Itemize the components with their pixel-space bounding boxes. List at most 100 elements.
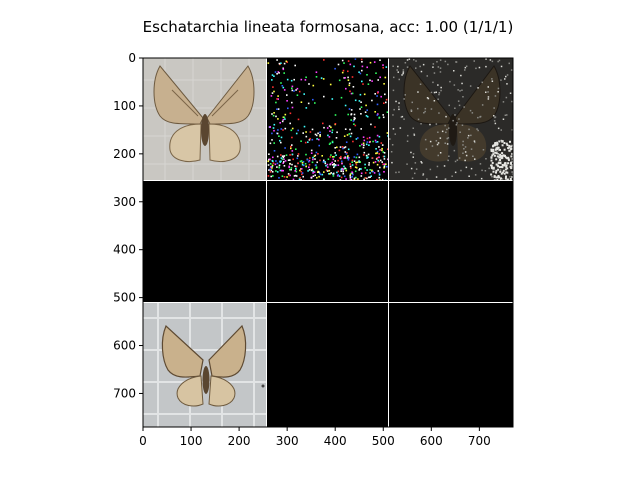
speckle — [306, 158, 309, 161]
speckle — [417, 91, 419, 93]
speckle — [337, 174, 339, 176]
speckle — [293, 78, 295, 81]
speckle — [336, 171, 338, 174]
speckle — [280, 128, 283, 130]
speckle — [284, 113, 287, 116]
speckle — [440, 86, 442, 89]
speckle — [357, 137, 359, 139]
speckle — [376, 150, 379, 153]
speckle — [289, 122, 291, 125]
speckle — [506, 144, 509, 147]
tile-moth-photo-bottom — [143, 303, 266, 427]
speckle — [323, 95, 325, 98]
speckle — [295, 170, 298, 173]
speckle — [399, 127, 402, 129]
speckle — [374, 111, 376, 113]
speckle — [282, 169, 284, 172]
speckle — [467, 137, 469, 139]
speckle — [304, 141, 307, 144]
speckle — [494, 143, 497, 146]
speckle — [410, 167, 413, 170]
speckle — [271, 164, 274, 167]
speckle — [300, 101, 303, 103]
speckle — [413, 133, 415, 135]
speckle — [447, 137, 450, 139]
speckle — [444, 178, 447, 180]
speckle — [366, 74, 368, 76]
speckle — [354, 58, 357, 60]
speckle — [286, 94, 288, 96]
speckle — [347, 70, 349, 73]
speckle — [500, 172, 503, 175]
speckle — [335, 154, 337, 156]
speckle — [460, 169, 462, 172]
speckle — [300, 170, 303, 173]
speckle — [291, 89, 294, 92]
speckle — [459, 90, 461, 92]
speckle — [362, 146, 365, 149]
speckle — [278, 135, 280, 137]
speckle — [375, 141, 377, 143]
speckle — [343, 62, 345, 64]
speckle — [295, 168, 297, 171]
speckle — [444, 124, 446, 127]
speckle — [268, 158, 270, 161]
speckle — [493, 154, 496, 157]
speckle — [421, 162, 423, 164]
speckle — [448, 155, 450, 157]
speckle — [344, 151, 347, 153]
speckle — [471, 112, 474, 114]
speckle — [288, 174, 290, 177]
speckle — [313, 155, 316, 157]
speckle — [395, 171, 397, 174]
speckle — [276, 59, 278, 61]
speckle — [319, 173, 322, 176]
speckle — [280, 141, 282, 144]
speckle — [334, 114, 337, 116]
speckle — [283, 116, 286, 119]
speckle — [308, 169, 311, 171]
speckle — [445, 131, 447, 134]
speckle — [297, 129, 299, 132]
speckle — [317, 153, 319, 155]
speckle — [310, 169, 313, 172]
speckle — [455, 61, 458, 63]
speckle — [362, 136, 365, 138]
speckle — [331, 131, 333, 134]
speckle — [325, 169, 328, 171]
speckle — [358, 156, 361, 159]
speckle — [329, 163, 332, 165]
speckle — [296, 157, 299, 160]
speckle — [496, 148, 499, 150]
speckle — [311, 161, 314, 164]
speckle — [470, 167, 473, 170]
speckle — [354, 99, 357, 102]
speckle — [373, 61, 376, 63]
speckle — [498, 59, 501, 62]
speckle — [297, 118, 300, 121]
speckle — [435, 176, 438, 178]
speckle — [425, 148, 428, 150]
speckle — [336, 174, 339, 177]
speckle — [510, 167, 513, 170]
speckle — [383, 165, 386, 168]
speckle — [378, 135, 381, 138]
speckle — [267, 62, 270, 64]
speckle — [345, 168, 347, 170]
speckle — [307, 170, 309, 172]
speckle — [377, 170, 380, 172]
speckle — [273, 75, 275, 77]
speckle — [311, 138, 314, 141]
speckle — [474, 158, 476, 160]
speckle — [359, 108, 361, 110]
speckle — [323, 178, 325, 180]
speckle — [333, 166, 335, 169]
speckle — [363, 178, 365, 180]
speckle — [334, 67, 336, 70]
speckle — [502, 169, 505, 172]
saliency-noise — [267, 58, 388, 180]
speckle — [360, 101, 362, 103]
speckle — [509, 140, 511, 143]
speckle — [492, 170, 495, 173]
speckle — [506, 167, 509, 170]
